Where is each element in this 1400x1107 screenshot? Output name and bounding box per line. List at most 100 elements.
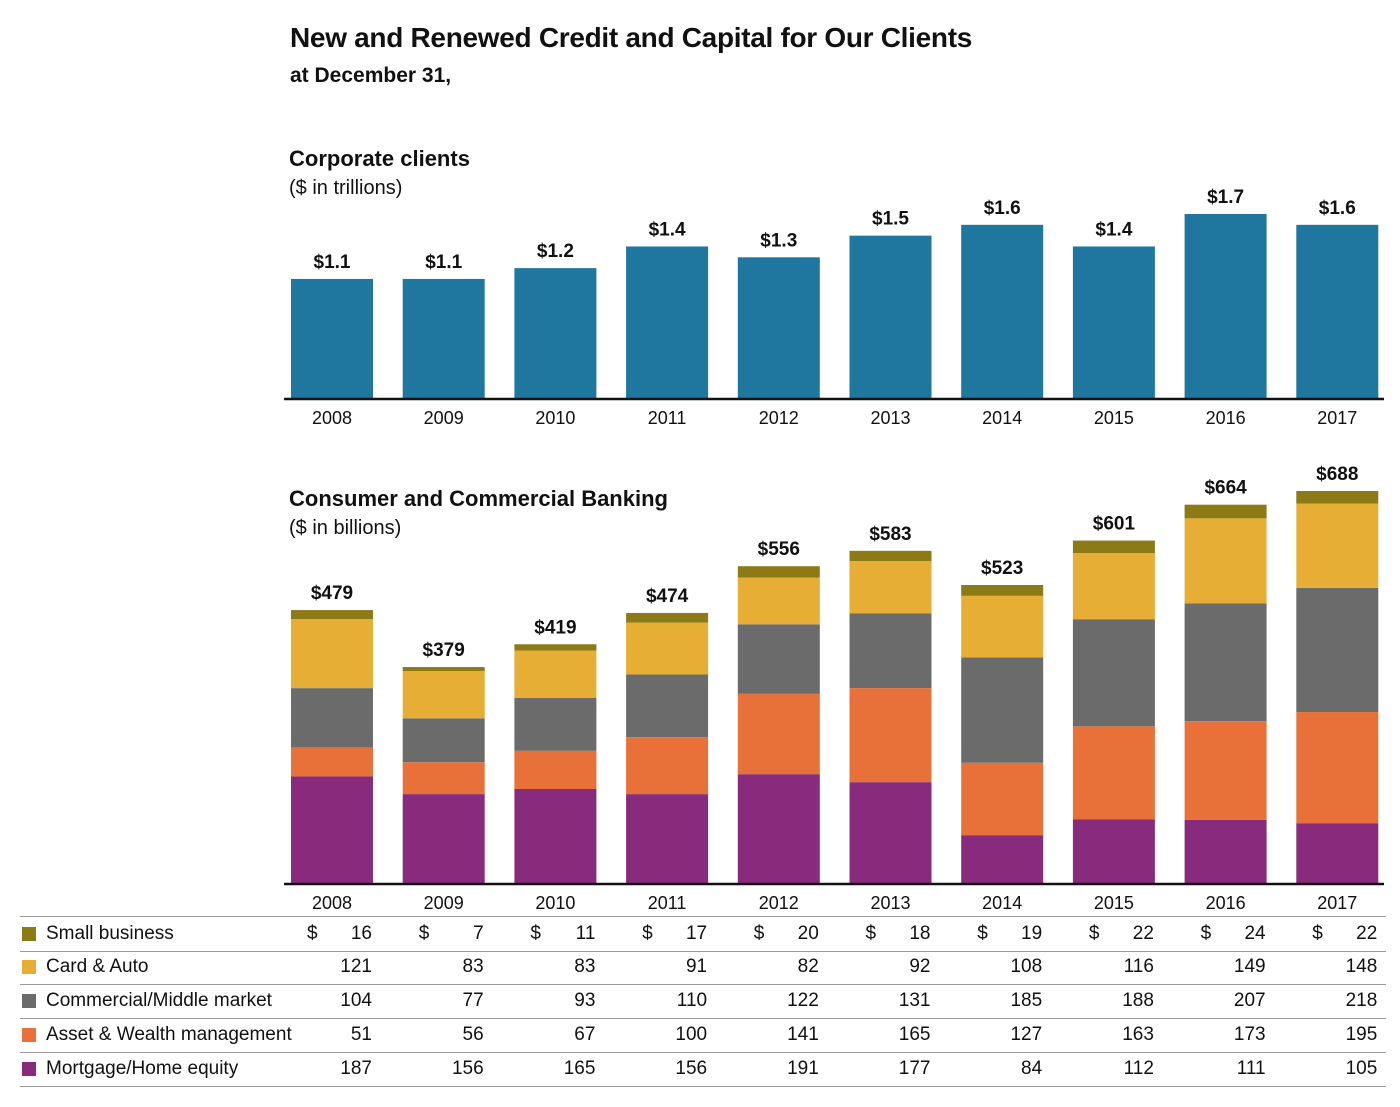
corporate-bar-2017 — [1296, 224, 1379, 398]
consumer-segment-commercial_middle-2009 — [402, 718, 485, 763]
consumer-segment-mortgage_home-2016 — [1184, 819, 1267, 883]
consumer-segment-mortgage_home-2013 — [849, 782, 932, 883]
consumer-segment-asset_wealth-2010 — [514, 750, 597, 789]
corporate-data-label: $1.2 — [537, 241, 574, 262]
corporate-section-title: Corporate clients — [289, 146, 470, 171]
consumer-tick-label: 2009 — [424, 893, 464, 913]
corporate-data-label: $1.3 — [760, 230, 797, 251]
chart-subtitle: at December 31, — [290, 64, 452, 87]
consumer-segment-mortgage_home-2009 — [402, 794, 485, 883]
consumer-segment-asset_wealth-2011 — [626, 737, 709, 795]
table-cell: 51 — [350, 1024, 372, 1045]
corporate-tick-label: 2009 — [424, 408, 464, 428]
legend-swatch — [22, 994, 36, 1008]
table-cell: 16 — [350, 923, 372, 944]
consumer-segment-commercial_middle-2016 — [1184, 603, 1267, 722]
table-cell: 187 — [340, 1058, 372, 1079]
consumer-segment-card_auto-2015 — [1072, 553, 1155, 620]
consumer-segment-small_business-2013 — [849, 550, 932, 562]
consumer-segment-asset_wealth-2013 — [849, 688, 932, 783]
consumer-segment-mortgage_home-2015 — [1072, 819, 1155, 883]
consumer-total-label: $601 — [1093, 514, 1136, 535]
corporate-bar-2014 — [961, 224, 1044, 398]
table-cell: 163 — [1122, 1024, 1154, 1045]
corporate-bar-2013 — [849, 235, 932, 398]
corporate-bar-2016 — [1184, 214, 1267, 398]
table-cell: 19 — [1021, 923, 1043, 944]
corporate-bar-2012 — [737, 257, 820, 398]
series-name: Commercial/Middle market — [46, 990, 272, 1011]
consumer-segment-asset_wealth-2016 — [1184, 721, 1267, 820]
consumer-segment-asset_wealth-2009 — [402, 762, 485, 795]
table-cell: 24 — [1244, 923, 1266, 944]
corporate-tick-label: 2008 — [312, 408, 352, 428]
consumer-segment-commercial_middle-2015 — [1072, 619, 1155, 727]
table-cell: 127 — [1010, 1024, 1043, 1045]
consumer-total-label: $419 — [534, 617, 576, 638]
consumer-segment-asset_wealth-2008 — [291, 747, 373, 777]
table-cell: 122 — [787, 990, 819, 1011]
table-cell: 207 — [1233, 990, 1266, 1011]
legend-swatch — [22, 1028, 36, 1042]
table-cell: 148 — [1345, 956, 1378, 977]
table-cell: 112 — [1123, 1058, 1154, 1079]
table-cell: 7 — [473, 923, 484, 944]
consumer-total-label: $556 — [758, 539, 800, 560]
consumer-segment-commercial_middle-2012 — [737, 624, 820, 694]
consumer-segment-card_auto-2008 — [291, 619, 373, 689]
consumer-total-label: $379 — [423, 640, 465, 661]
corporate-data-label: $1.5 — [872, 209, 909, 230]
corporate-data-label: $1.7 — [1207, 187, 1244, 208]
consumer-segment-card_auto-2017 — [1296, 503, 1379, 588]
table-cell: 83 — [574, 956, 596, 977]
corporate-tick-label: 2016 — [1206, 408, 1246, 428]
table-cell: 116 — [1123, 956, 1154, 977]
consumer-segment-mortgage_home-2008 — [291, 776, 373, 883]
table-cell: 121 — [340, 956, 372, 977]
consumer-segment-card_auto-2012 — [737, 577, 820, 625]
table-row: Asset & Wealth management 51 56 67 100 141 165… — [20, 1018, 1386, 1053]
consumer-total-label: $523 — [981, 558, 1023, 579]
table-row: Card & Auto 121 83 83 91 82 92 108 116 149 148 — [20, 950, 1386, 985]
consumer-section-title: Consumer and Commercial Banking — [289, 486, 668, 511]
table-cell: 105 — [1345, 1058, 1378, 1079]
table-cell: 177 — [898, 1058, 931, 1079]
table-cell: 185 — [1010, 990, 1043, 1011]
consumer-tick-label: 2013 — [870, 893, 910, 913]
consumer-segment-commercial_middle-2011 — [626, 674, 709, 738]
corporate-data-label: $1.4 — [649, 219, 686, 240]
currency-symbol: $ — [418, 923, 430, 944]
consumer-tick-label: 2016 — [1206, 893, 1246, 913]
consumer-segment-asset_wealth-2014 — [961, 762, 1044, 836]
corporate-data-label: $1.6 — [984, 198, 1021, 219]
currency-symbol: $ — [1312, 923, 1323, 944]
table-cell: 108 — [1010, 956, 1043, 977]
series-name: Mortgage/Home equity — [46, 1058, 239, 1079]
table-cell: 92 — [909, 956, 931, 977]
series-name: Card & Auto — [46, 956, 149, 977]
consumer-segment-asset_wealth-2017 — [1296, 712, 1379, 824]
corporate-bar-2009 — [402, 278, 485, 398]
corporate-unit-label: ($ in trillions) — [289, 177, 403, 199]
chart-title: New and Renewed Credit and Capital for O… — [290, 22, 972, 53]
table-cell: 67 — [574, 1024, 596, 1045]
consumer-total-label: $474 — [646, 586, 689, 607]
consumer-total-label: $583 — [869, 524, 911, 545]
table-cell: 111 — [1236, 1058, 1266, 1079]
table-cell: 141 — [787, 1024, 819, 1045]
series-name: Small business — [46, 923, 174, 944]
consumer-unit-label: ($ in billions) — [289, 517, 402, 539]
table-cell: 188 — [1122, 990, 1154, 1011]
consumer-segment-commercial_middle-2014 — [961, 657, 1044, 763]
table-row: Mortgage/Home equity 187 156 165 156 191 177 84… — [20, 1052, 1386, 1087]
consumer-segment-asset_wealth-2015 — [1072, 726, 1155, 820]
corporate-bar-2015 — [1072, 246, 1155, 398]
table-cell: 195 — [1345, 1024, 1378, 1045]
consumer-segment-card_auto-2010 — [514, 650, 597, 698]
consumer-segment-commercial_middle-2017 — [1296, 587, 1379, 713]
corporate-data-label: $1.1 — [425, 252, 462, 273]
table-cell: 149 — [1233, 956, 1266, 977]
corporate-tick-label: 2011 — [648, 408, 687, 428]
consumer-segment-card_auto-2009 — [402, 671, 485, 719]
table-cell: 84 — [1021, 1058, 1043, 1079]
